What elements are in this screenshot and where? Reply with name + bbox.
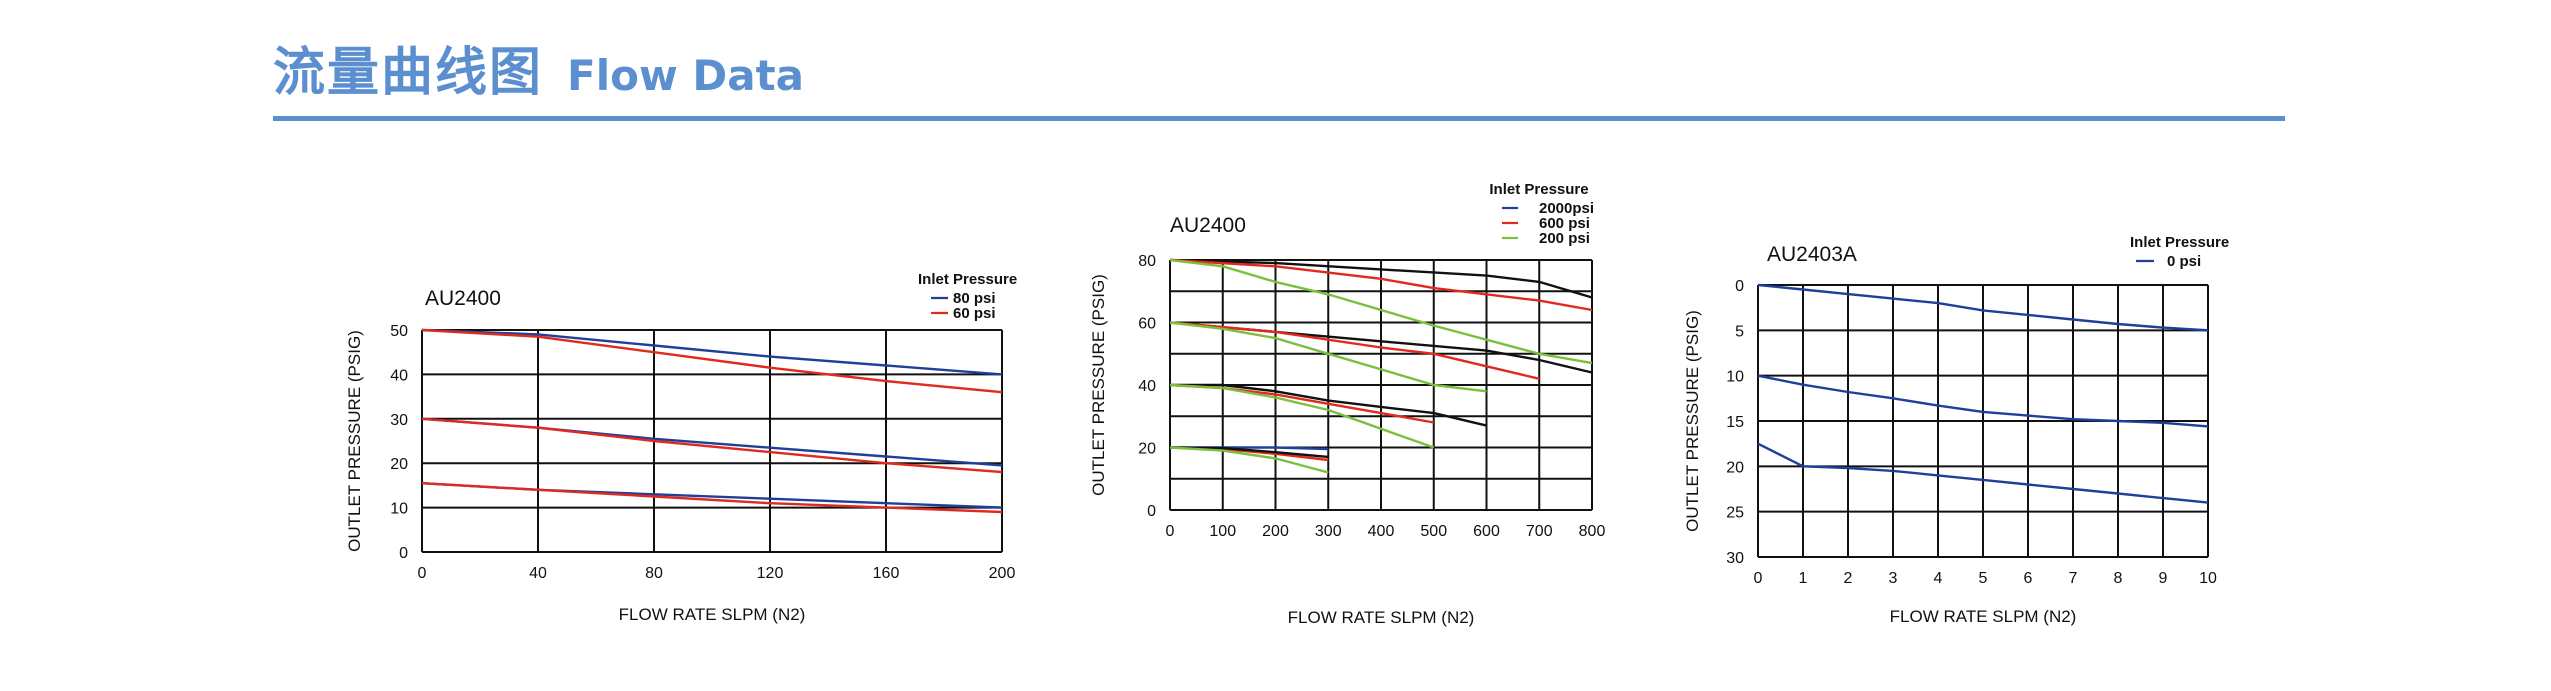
series-line-green xyxy=(1169,321,1487,393)
x-tick-label: 10 xyxy=(2199,570,2217,587)
series-line-red xyxy=(421,328,1003,394)
chart-au2400-high: 0 100 200 300 400 500 600 700 800 0 20 40 60 80 AU2400… xyxy=(1089,181,1606,627)
series-line-black xyxy=(1169,446,1329,459)
chart-au2403a: 0 1 2 3 4 5 6 7 8 9 10 0 5 10 15 20 25 30 AU2403A FLOW RATE… xyxy=(1683,234,2229,626)
x-tick-label: 300 xyxy=(1315,523,1342,540)
y-tick-label: 25 xyxy=(1726,505,1744,522)
x-tick-label: 4 xyxy=(1934,570,1943,587)
x-tick-label: 0 xyxy=(418,565,427,582)
series-line-red xyxy=(421,417,1003,474)
series-line-red xyxy=(421,482,1003,514)
y-tick-label: 0 xyxy=(399,545,408,562)
legend-title: Inlet Pressure xyxy=(918,271,1017,288)
series-line-blue xyxy=(421,482,1003,509)
x-tick-label: 9 xyxy=(2159,570,2168,587)
series-line-green xyxy=(1169,258,1593,365)
x-tick-label: 200 xyxy=(989,565,1016,582)
x-tick-label: 800 xyxy=(1579,523,1606,540)
y-tick-label: 30 xyxy=(390,412,408,429)
y-tick-label: 15 xyxy=(1726,414,1744,431)
x-tick-label: 7 xyxy=(2069,570,2078,587)
y-tick-label: 10 xyxy=(1726,369,1744,386)
x-tick-label: 80 xyxy=(645,565,663,582)
legend-entry: 60 psi xyxy=(953,305,996,322)
page-header: 流量曲线图 Flow Data xyxy=(273,30,804,105)
y-tick-label: 20 xyxy=(1138,441,1156,458)
grid xyxy=(1169,259,1593,511)
chart-title: AU2400 xyxy=(425,287,501,310)
y-tick-label: 50 xyxy=(390,323,408,340)
series-line-blue xyxy=(1757,283,2209,332)
x-tick-label: 500 xyxy=(1420,523,1447,540)
x-axis-label: FLOW RATE SLPM (N2) xyxy=(619,605,806,624)
x-tick-label: 6 xyxy=(2024,570,2033,587)
y-tick-label: 0 xyxy=(1147,503,1156,520)
series-line-blue xyxy=(1757,374,2209,428)
page-title-en: Flow Data xyxy=(567,51,805,100)
y-axis-label: OUTLET PRESSURE (PSIG) xyxy=(345,330,364,552)
page-title-cn: 流量曲线图 xyxy=(273,43,544,103)
series-line-blue xyxy=(1757,442,2209,504)
chart-au2400-low: 0 40 80 120 160 200 0 10 20 30 40 50 AU2400 FLOW RATE… xyxy=(345,271,1017,624)
y-axis-label: OUTLET PRESSURE (PSIG) xyxy=(1683,310,1702,532)
x-tick-label: 400 xyxy=(1368,523,1395,540)
x-tick-label: 200 xyxy=(1262,523,1289,540)
x-tick-label: 1 xyxy=(1799,570,1808,587)
x-tick-label: 700 xyxy=(1526,523,1553,540)
series-line-red xyxy=(1169,258,1593,312)
grid xyxy=(421,329,1003,553)
x-tick-label: 0 xyxy=(1166,523,1175,540)
x-tick-label: 40 xyxy=(529,565,547,582)
y-tick-label: 10 xyxy=(390,501,408,518)
y-axis-label: OUTLET PRESSURE (PSIG) xyxy=(1089,274,1108,496)
y-tick-label: 0 xyxy=(1735,278,1744,295)
legend-entry: 200 psi xyxy=(1539,230,1590,247)
legend-title: Inlet Pressure xyxy=(2130,234,2229,251)
chart-title: AU2403A xyxy=(1767,243,1857,266)
x-tick-label: 600 xyxy=(1473,523,1500,540)
series-line-red xyxy=(1169,321,1540,380)
y-tick-label: 80 xyxy=(1138,253,1156,270)
series-line-blue xyxy=(421,328,1003,376)
series-line-black xyxy=(1170,383,1487,427)
x-axis-label: FLOW RATE SLPM (N2) xyxy=(1890,607,2077,626)
series-line-black xyxy=(1169,258,1593,299)
x-tick-label: 100 xyxy=(1209,523,1236,540)
x-tick-label: 0 xyxy=(1754,570,1763,587)
series-line-green xyxy=(1169,383,1435,449)
chart-title: AU2400 xyxy=(1170,214,1246,237)
x-tick-label: 5 xyxy=(1979,570,1988,587)
y-tick-label: 30 xyxy=(1726,550,1744,567)
x-axis-label: FLOW RATE SLPM (N2) xyxy=(1288,608,1475,627)
y-tick-label: 40 xyxy=(390,367,408,384)
y-tick-label: 20 xyxy=(390,456,408,473)
x-tick-label: 120 xyxy=(757,565,784,582)
y-tick-label: 20 xyxy=(1726,459,1744,476)
x-tick-label: 160 xyxy=(873,565,900,582)
x-tick-label: 2 xyxy=(1844,570,1853,587)
legend-entry: 80 psi xyxy=(953,290,996,307)
x-tick-label: 3 xyxy=(1889,570,1898,587)
series-line-green xyxy=(1169,446,1329,474)
y-tick-label: 40 xyxy=(1138,378,1156,395)
legend-entry: 600 psi xyxy=(1539,215,1590,232)
legend-title: Inlet Pressure xyxy=(1489,181,1588,198)
legend: Inlet Pressure 0 psi xyxy=(2130,234,2229,270)
y-tick-label: 5 xyxy=(1735,323,1744,340)
legend-entry: 2000psi xyxy=(1539,200,1594,217)
x-tick-label: 8 xyxy=(2114,570,2123,587)
header-divider xyxy=(273,116,2285,121)
y-tick-label: 60 xyxy=(1138,316,1156,333)
legend-entry: 0 psi xyxy=(2167,253,2201,270)
